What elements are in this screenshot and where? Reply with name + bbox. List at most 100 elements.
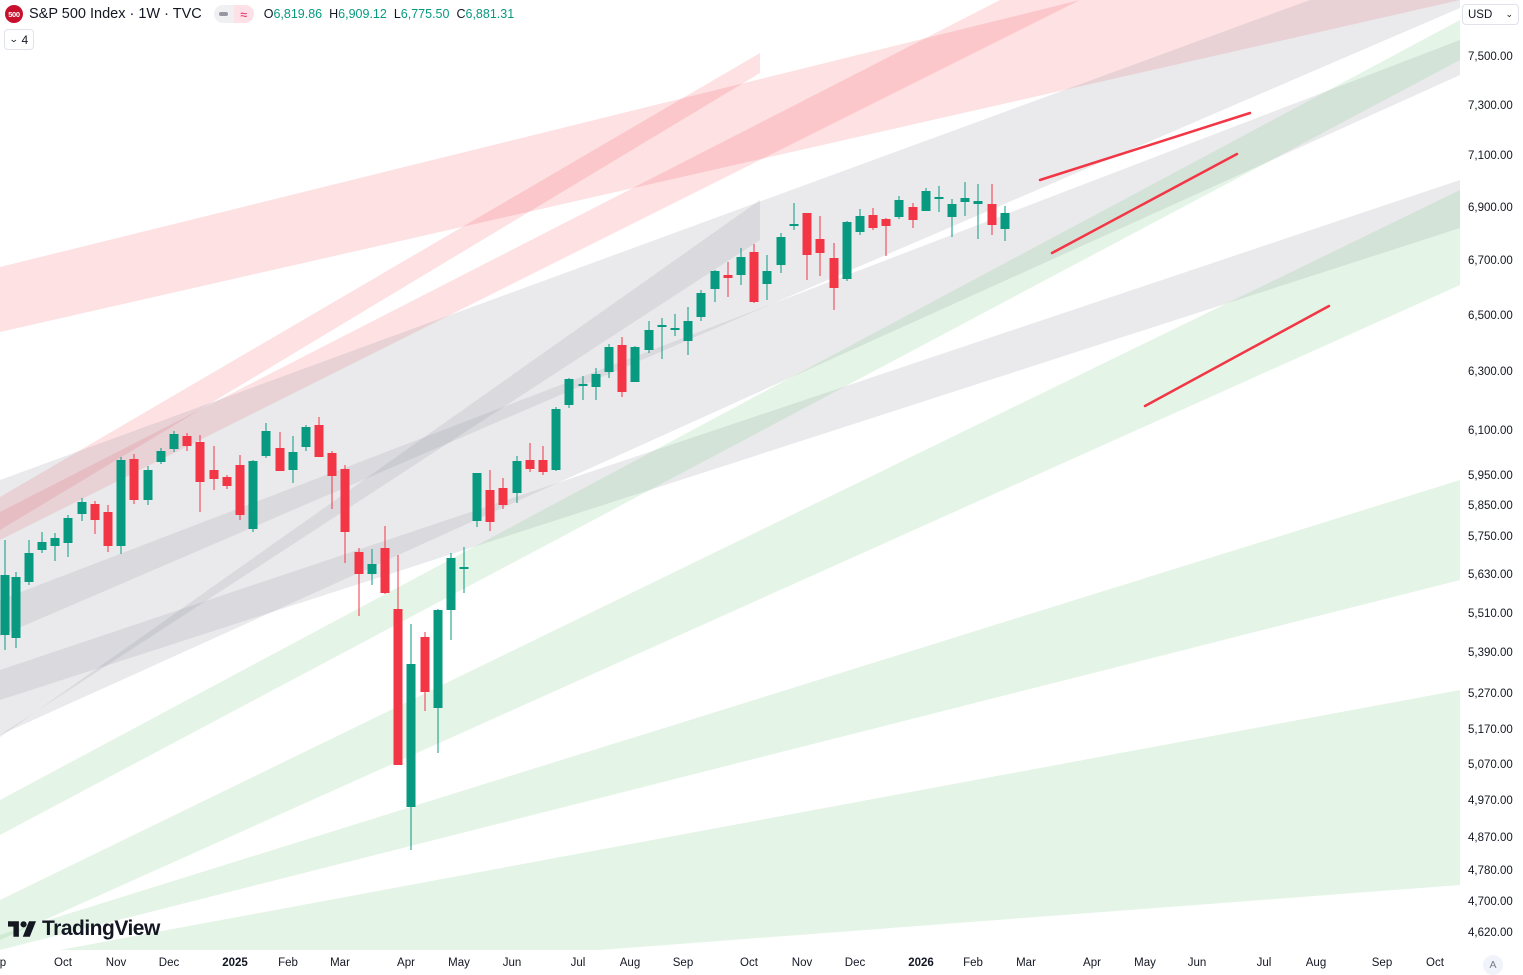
time-tick-label: Jul (570, 957, 586, 969)
candle-up (630, 346, 640, 382)
candle-up (50, 533, 60, 561)
time-tick-label: Apr (1083, 957, 1101, 969)
price-axis[interactable]: 7,500.00 7,300.00 7,100.00 6,900.00 6,700.00… (1460, 0, 1523, 950)
candle-up (894, 196, 904, 219)
candle-down (129, 454, 139, 504)
trend-line[interactable] (1038, 111, 1252, 182)
time-tick-label: Mar (330, 957, 350, 969)
symbol-badge[interactable]: 500 (5, 5, 23, 23)
candle-down (829, 243, 839, 310)
approx-icon[interactable]: ≈ (233, 5, 254, 23)
candle-up (789, 203, 799, 230)
time-tick-label: Jul (1256, 957, 1272, 969)
time-tick-label: Oct (740, 957, 758, 969)
candle-down (340, 465, 350, 563)
band-green[interactable] (0, 190, 1460, 940)
price-tick-label: 6,700.00 (1468, 255, 1513, 267)
trend-lines[interactable] (1038, 111, 1331, 408)
candle-up (657, 318, 667, 359)
candle-down (380, 526, 390, 594)
price-tick-label: 5,170.00 (1468, 724, 1513, 736)
candle-up (288, 436, 298, 483)
channel-bands (0, 0, 1460, 950)
time-tick-label: Sep (672, 957, 694, 969)
price-tick-label: 4,700.00 (1468, 896, 1513, 908)
price-tick-label: 5,510.00 (1468, 608, 1513, 620)
candle-up (842, 221, 852, 281)
candle-down (209, 446, 219, 490)
trend-line[interactable] (1143, 304, 1331, 408)
candle-up (710, 270, 720, 302)
ohlc-close-key: C (456, 7, 466, 21)
time-tick-label: Aug (619, 957, 641, 969)
ohlc-high-key: H (329, 7, 339, 21)
candle-down (987, 184, 997, 235)
time-tick-label: Jun (1187, 957, 1207, 969)
candle-down (617, 337, 627, 397)
chart-canvas[interactable] (0, 0, 1460, 950)
candle-down (222, 475, 232, 489)
candle-down (485, 470, 495, 531)
candle-up (855, 209, 865, 235)
time-tick-label: Mar (1016, 957, 1036, 969)
tradingview-logo[interactable]: TradingView (8, 917, 160, 941)
band-green[interactable] (0, 20, 1460, 835)
trend-line[interactable] (1050, 152, 1239, 255)
price-tick-label: 6,500.00 (1468, 310, 1513, 322)
candle-up (248, 460, 258, 532)
currency-select[interactable]: USD ⌄ (1462, 4, 1519, 25)
candle-up (367, 549, 377, 585)
band-gray[interactable] (0, 180, 1460, 700)
candle-up (683, 307, 693, 355)
candle-up (459, 547, 469, 593)
candle-down (90, 501, 100, 534)
price-tick-label: 5,750.00 (1468, 531, 1513, 543)
price-tick-label: 7,500.00 (1468, 51, 1513, 63)
ohlc-low-key: L (393, 7, 401, 21)
time-tick-label: Dec (158, 957, 180, 969)
band-gray[interactable] (0, 200, 760, 737)
ohlc-close-value: 6,881.31 (465, 7, 515, 21)
band-red[interactable] (0, 0, 1080, 540)
ohlc-values: O6,819.86 H6,909.12 L6,775.50 C6,881.31 (264, 7, 514, 21)
time-axis[interactable]: p Oct Nov Dec 2025 Feb Mar Apr May Jun Jul Aug Sep Oc… (0, 950, 1460, 975)
band-red[interactable] (0, 0, 1460, 332)
price-tick-label: 6,100.00 (1468, 425, 1513, 437)
candle-up (947, 199, 957, 237)
candle-down (314, 417, 324, 457)
band-green[interactable] (60, 690, 1460, 950)
ohlc-open-value: 6,819.86 (273, 7, 323, 21)
candle-up (960, 182, 970, 216)
band-green[interactable] (0, 480, 1460, 950)
candle-down (354, 548, 364, 616)
candle-up (736, 248, 746, 285)
candle-down (498, 478, 508, 509)
candle-down (393, 555, 403, 765)
candle-down (525, 443, 535, 472)
band-gray[interactable] (0, 0, 1460, 636)
time-tick-label: Jun (502, 957, 522, 969)
auto-scale-button[interactable]: A (1483, 955, 1503, 975)
candle-up (261, 423, 271, 458)
time-tick-label: Nov (791, 957, 813, 969)
price-tick-label: 5,850.00 (1468, 500, 1513, 512)
price-tick-label: 5,270.00 (1468, 688, 1513, 700)
band-gray[interactable] (0, 40, 1460, 735)
price-tick-label: 6,900.00 (1468, 202, 1513, 214)
band-red[interactable] (0, 53, 760, 530)
price-tick-label: 4,620.00 (1468, 927, 1513, 939)
minus-icon[interactable] (213, 5, 234, 23)
legend-pill[interactable]: ≈ (213, 5, 254, 23)
candle-up (973, 184, 983, 239)
candle-up (591, 368, 601, 400)
candle-down (538, 446, 548, 475)
candle-up (77, 498, 87, 521)
candle-up (762, 255, 772, 300)
symbol-title[interactable]: S&P 500 Index · 1W · TVC (29, 6, 202, 22)
time-tick-label: Feb (278, 957, 298, 969)
time-tick-label: Feb (963, 957, 983, 969)
candle-up (696, 290, 706, 321)
ohlc-high-value: 6,909.12 (338, 7, 387, 21)
price-tick-label: 4,970.00 (1468, 795, 1513, 807)
indicators-collapse-button[interactable]: ⌄ 4 (4, 29, 35, 50)
